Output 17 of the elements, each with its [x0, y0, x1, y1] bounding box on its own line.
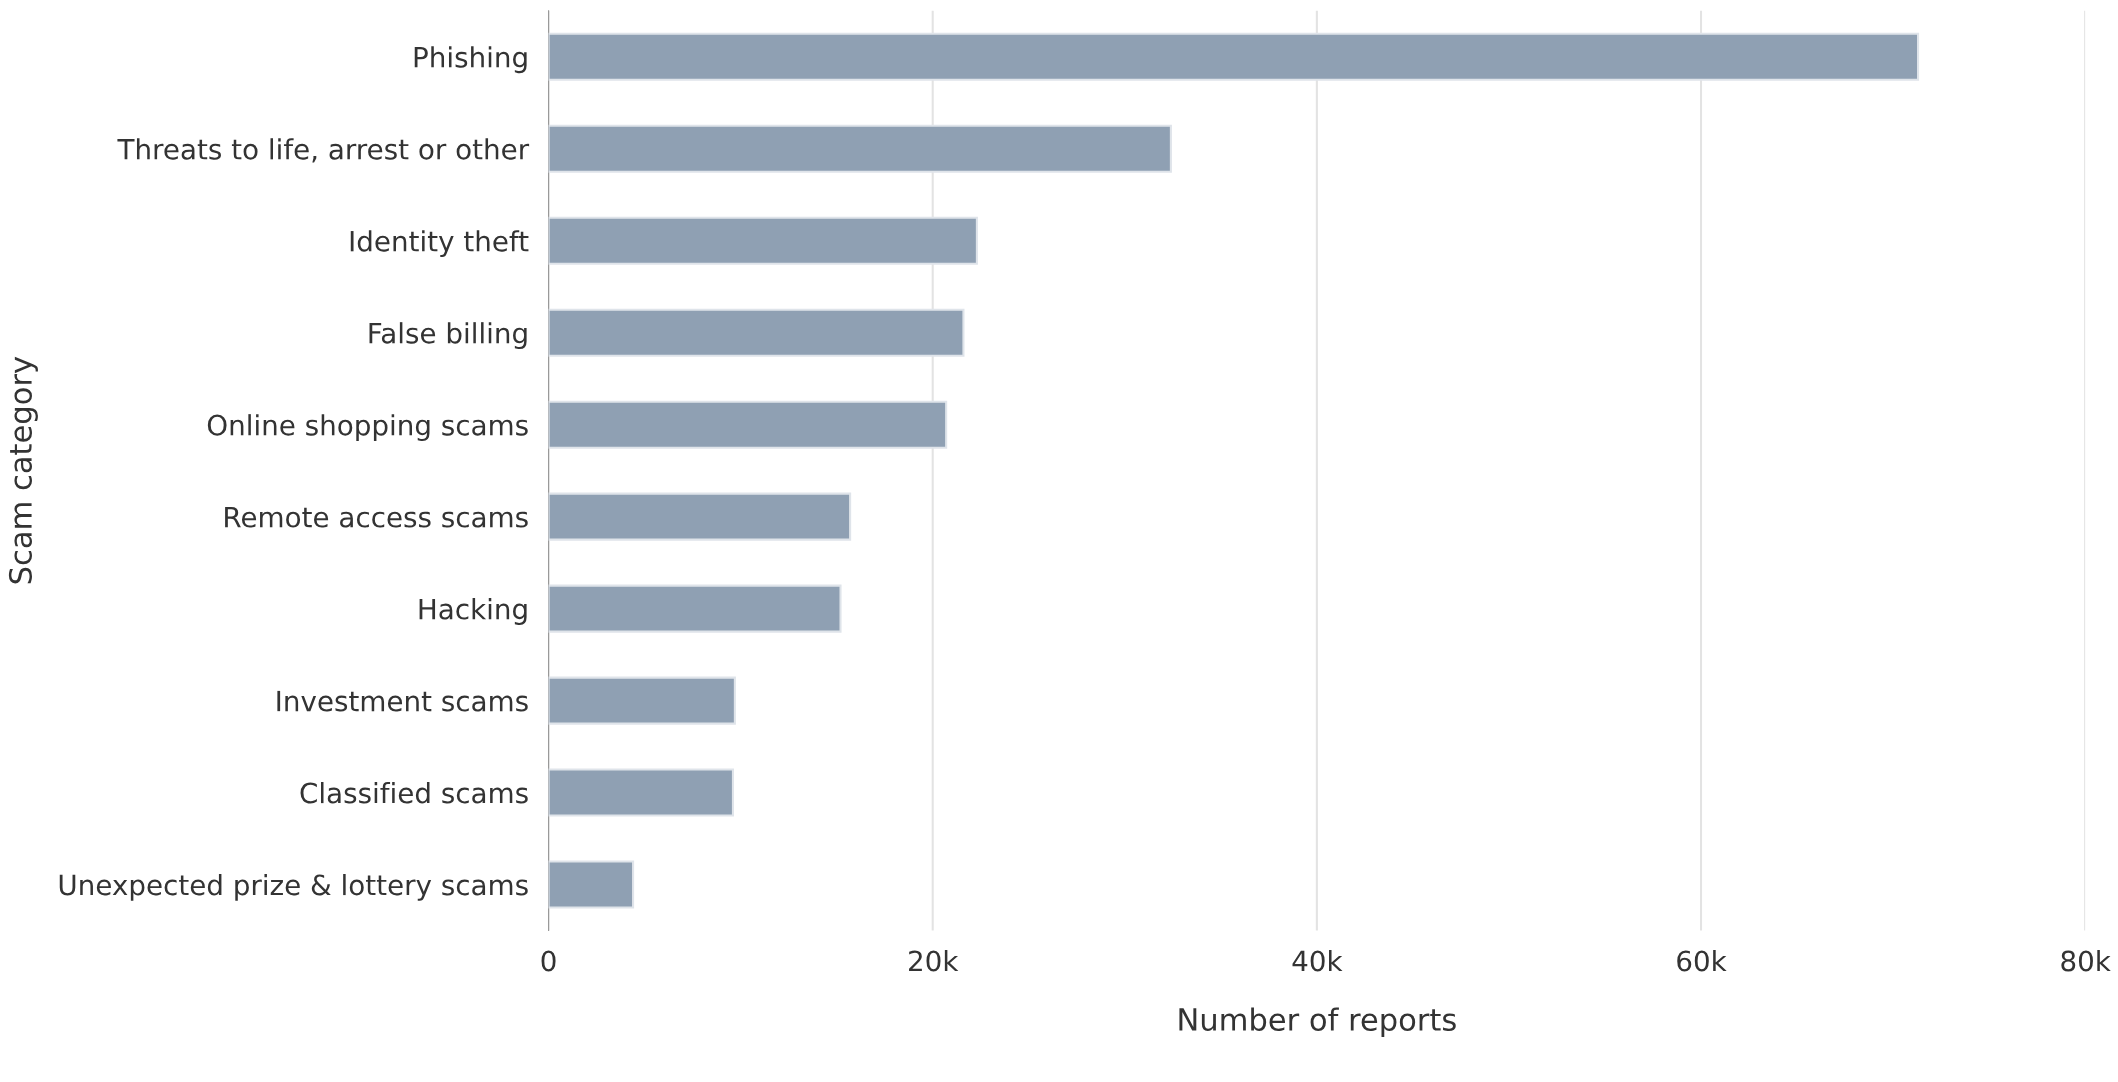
y-tick-label: Investment scams	[277, 690, 528, 712]
y-tick-label: Phishing	[414, 46, 527, 74]
y-tick-label: Classified scams	[300, 782, 528, 804]
y-tick-label: Threats to life, arrest or other	[117, 138, 530, 163]
x-axis-title: Number of reports	[1179, 1007, 1456, 1037]
y-axis-title: Scam category	[8, 356, 38, 584]
y-tick-label: Identity theft	[350, 230, 529, 258]
x-tick-label: 40k	[1292, 949, 1343, 972]
x-tick-label: 60k	[1677, 949, 1727, 972]
y-tick-label: Online shopping scams	[207, 414, 528, 442]
y-tick-label: Remote access scams	[225, 506, 528, 528]
x-tick-label: 20k	[909, 949, 959, 972]
y-tick-label: Unexpected prize & lottery scams	[59, 873, 528, 901]
x-tick-label: 80k	[2061, 949, 2111, 972]
y-tick-label: Hacking	[419, 598, 527, 625]
y-tick-label: False billing	[369, 322, 527, 350]
x-tick-label: 0	[541, 950, 556, 972]
